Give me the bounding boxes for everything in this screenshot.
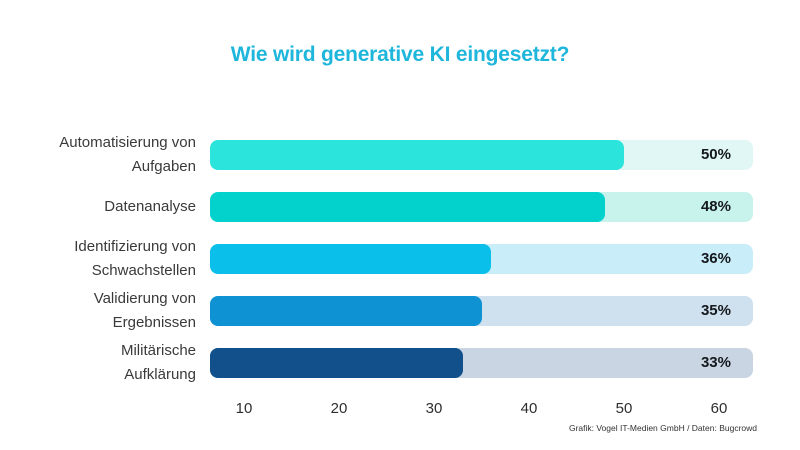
bar-track: 36% [210, 244, 753, 274]
chart-row: Validierung von Ergebnissen 35% [0, 285, 753, 337]
value-label: 35% [700, 302, 731, 319]
category-label: Validierung von Ergebnissen [93, 290, 196, 331]
bar-fill [210, 244, 491, 274]
category-label: Militärische Aufklärung [120, 342, 196, 383]
chart-title: Wie wird generative KI eingesetzt? [230, 43, 570, 66]
value-label: 33% [700, 354, 731, 371]
x-axis-tick: 60 [710, 400, 728, 417]
value-label: 48% [700, 198, 731, 215]
value-label: 36% [700, 250, 731, 267]
bar-track: 33% [210, 348, 753, 378]
bar-chart: Automatisierung von Aufgaben 50% Datenanal… [0, 129, 800, 423]
category-label: Identifizierung von Schwachstellen [74, 238, 196, 279]
x-axis-tick: 30 [425, 400, 443, 417]
x-axis-tick: 20 [330, 400, 348, 417]
category-label: Datenanalyse [104, 198, 196, 215]
bar-fill [210, 192, 605, 222]
bar-fill [210, 296, 482, 326]
chart-row: Automatisierung von Aufgaben 50% [0, 129, 753, 181]
x-axis-tick: 10 [235, 400, 253, 417]
bar-track: 50% [210, 140, 753, 170]
source-credit: Grafik: Vogel IT-Medien GmbH / Daten: Bu… [568, 423, 757, 433]
bar-fill [210, 348, 463, 378]
bar-rows: Automatisierung von Aufgaben 50% Datenanal… [0, 129, 800, 389]
chart-row: Datenanalyse 48% [0, 181, 753, 233]
bar-fill [210, 140, 624, 170]
x-axis: 10 20 30 40 50 60 [210, 397, 753, 423]
bar-track: 35% [210, 296, 753, 326]
chart-row: Identifizierung von Schwachstellen 36% [0, 233, 753, 285]
category-label: Automatisierung von Aufgaben [59, 134, 196, 175]
bar-track: 48% [210, 192, 753, 222]
x-axis-tick: 40 [520, 400, 538, 417]
chart-row: Militärische Aufklärung 33% [0, 337, 753, 389]
value-label: 50% [700, 146, 731, 163]
x-axis-tick: 50 [615, 400, 633, 417]
